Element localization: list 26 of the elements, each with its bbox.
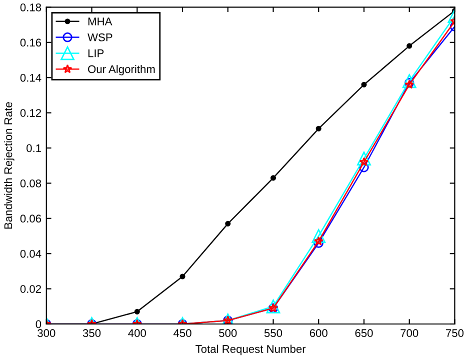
y-tick-label: 0.16 [20, 38, 42, 47]
x-tick-label: 450 [173, 329, 192, 338]
y-tick-label: 0.12 [20, 109, 41, 117]
y-tick-label: 0.08 [20, 179, 42, 188]
x-tick-label: 300 [38, 329, 56, 338]
y-tick-label: 0.06 [20, 214, 42, 223]
legend-label: LIP [88, 49, 104, 58]
x-tick-label: 550 [264, 329, 282, 338]
y-tick-label: 0.1 [26, 144, 41, 152]
y-tick-label: 0.02 [20, 285, 41, 293]
x-tick-label: 750 [446, 329, 464, 338]
x-tick-label: 600 [310, 329, 328, 338]
y-tick-label: 0 [36, 320, 42, 328]
x-tick-label: 700 [400, 329, 418, 338]
y-axis-title: Bandwidth Rejection Rate [4, 102, 14, 229]
y-tick-label: 0.18 [20, 3, 42, 12]
x-tick-label: 350 [82, 329, 101, 338]
legend-label: MHA [88, 18, 112, 26]
y-tick-label: 0.04 [20, 250, 42, 258]
x-tick-label: 650 [355, 329, 373, 338]
x-tick-label: 500 [219, 329, 237, 338]
legend-label: WSP [88, 33, 112, 42]
x-axis-title: Total Request Number [196, 344, 306, 356]
y-tick-label: 0.14 [20, 74, 42, 82]
legend-label: Our Algorithm [88, 64, 155, 76]
x-tick-label: 400 [128, 329, 146, 338]
